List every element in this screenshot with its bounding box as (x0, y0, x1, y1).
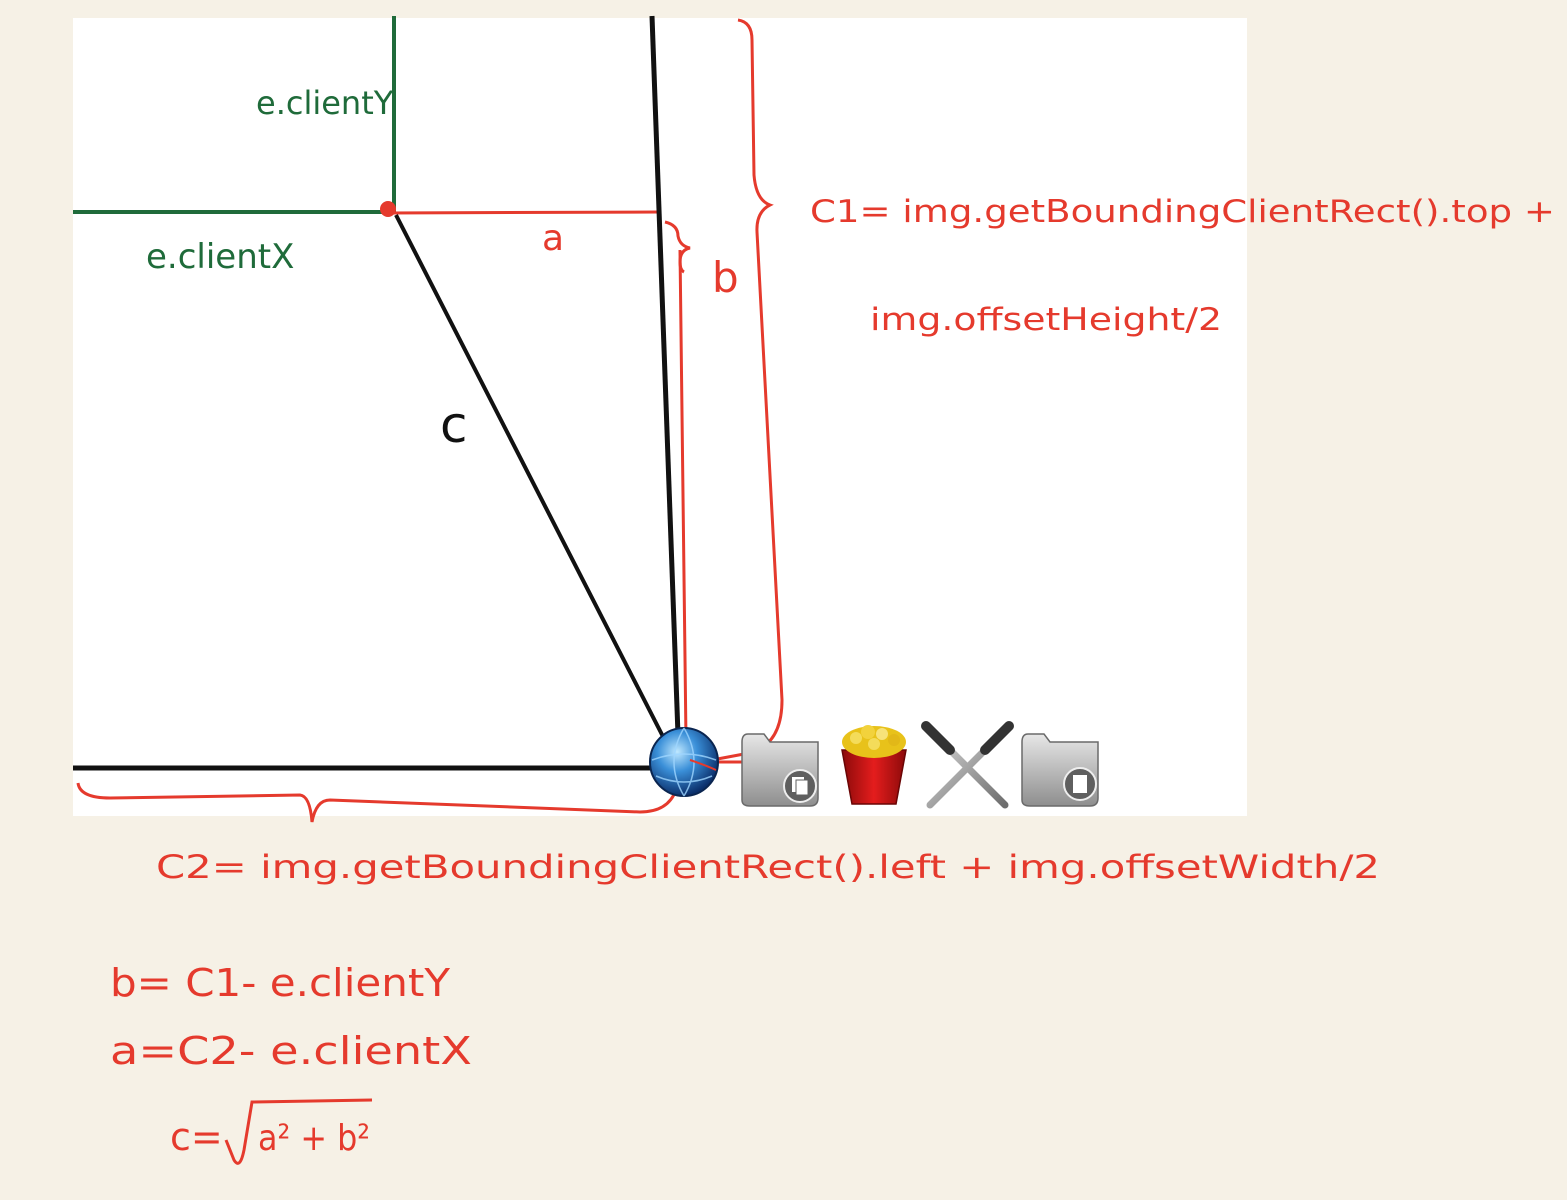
document-folder-icon (1022, 734, 1098, 806)
label-c: c (440, 396, 468, 454)
c1-formula-line2: img.offsetHeight/2 (870, 302, 1222, 338)
globe-icon (650, 728, 718, 796)
formula-b: b= C1- e.clientY (110, 961, 451, 1005)
formula-c-body: a² + b² (258, 1118, 370, 1159)
mouse-point (380, 201, 396, 217)
a-segment (388, 212, 660, 213)
formula-c: c= a² + b² (170, 1100, 372, 1163)
documents-folder-icon (742, 734, 818, 806)
label-e-client-x: e.clientX (146, 237, 294, 277)
label-e-client-y: e.clientY (256, 84, 394, 122)
label-b: b (712, 253, 739, 302)
formula-a: a=C2- e.clientX (110, 1029, 472, 1073)
popcorn-bucket-icon (842, 725, 906, 804)
c2-formula: C2= img.getBoundingClientRect().left + i… (156, 848, 1380, 886)
c1-formula-line1: C1= img.getBoundingClientRect().top + (810, 194, 1555, 230)
label-a: a (542, 218, 564, 259)
formula-c-prefix: c= (170, 1115, 223, 1159)
white-panel (73, 18, 1247, 816)
